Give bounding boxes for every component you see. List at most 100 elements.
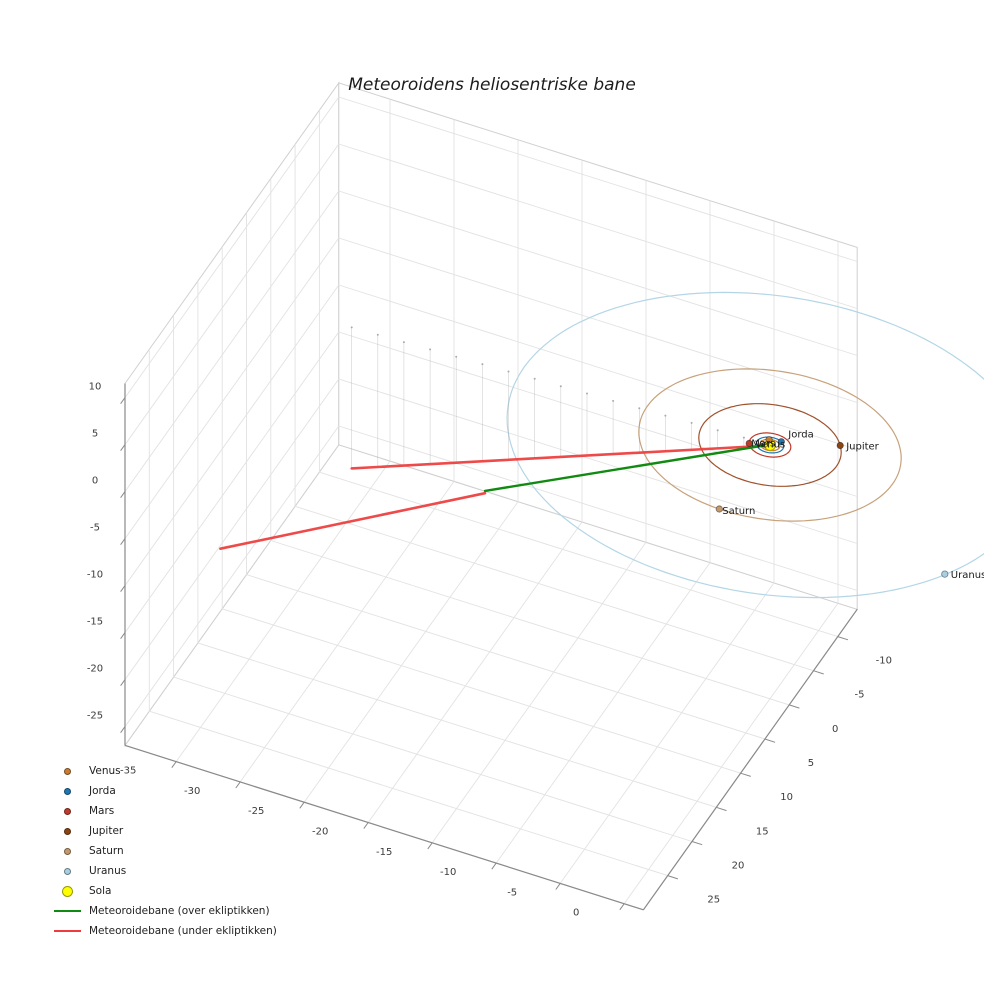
- legend-label: Meteoroidebane (over ekliptikken): [89, 905, 270, 917]
- stem-dot: [716, 429, 719, 432]
- z-tick-mark: [120, 444, 126, 451]
- z-tick-mark: [120, 397, 126, 404]
- orbit-jupiter: [698, 403, 842, 487]
- legend-item-saturn: Saturn: [52, 841, 277, 861]
- z-tick-label: 10: [89, 382, 102, 393]
- planet-label-jupiter: Jupiter: [845, 442, 879, 453]
- stem-dot: [507, 370, 510, 373]
- x-tick-label: -20: [312, 827, 328, 838]
- legend-symbol: [52, 787, 82, 795]
- y-tick-mark: [813, 670, 824, 675]
- legend-label: Uranus: [89, 865, 127, 877]
- legend: Venus Jorda Mars Jupiter Saturn Uranus Sola Met…: [52, 761, 277, 941]
- x-tick-label: -25: [248, 806, 264, 817]
- y-tick-label: 25: [707, 895, 720, 906]
- x-tick-label: 0: [573, 908, 579, 919]
- bodies: [715, 436, 949, 578]
- y-tick-label: -5: [855, 690, 865, 701]
- meteoroid-trajectory: [219, 443, 772, 551]
- planet-label-jorda: Jorda: [787, 430, 813, 441]
- stem-dot: [690, 421, 693, 424]
- legend-item-meteoroidebane-under-ekliptikken: Meteoroidebane (under ekliptikken): [52, 921, 277, 941]
- x-tick-label: -35: [120, 766, 136, 777]
- z-tick-mark: [120, 632, 126, 639]
- x-tick-mark: [555, 883, 561, 890]
- panes: [124, 81, 859, 911]
- stem-dot: [742, 436, 745, 439]
- x-tick-label: -15: [376, 847, 392, 858]
- stem-dot: [664, 414, 667, 417]
- z-tick-label: -15: [87, 617, 103, 628]
- legend-item-meteoroidebane-over-ekliptikken: Meteoroidebane (over ekliptikken): [52, 901, 277, 921]
- z-tick-mark: [120, 585, 126, 592]
- x-tick-mark: [619, 903, 625, 911]
- gridlines: [124, 96, 858, 904]
- legend-symbol: [52, 807, 82, 815]
- chart-title: Meteoroidens heliosentriske bane: [348, 75, 636, 95]
- meteoroid-under-in: [350, 444, 772, 470]
- legend-symbol: [52, 767, 82, 775]
- z-tick-label: -20: [87, 664, 103, 675]
- z-tick-label: 0: [92, 476, 98, 487]
- planet-label-venus: Venus: [755, 440, 785, 451]
- x-tick-label: -30: [184, 786, 200, 797]
- legend-symbol: [52, 867, 82, 875]
- stem-dot: [638, 407, 641, 410]
- stem-dot: [612, 399, 615, 402]
- x-tick-label: -5: [507, 887, 517, 898]
- meteoroid-over: [483, 443, 772, 493]
- x-tick-label: -10: [440, 867, 456, 878]
- planet-marker-jupiter: [836, 441, 844, 450]
- z-tick-label: -10: [87, 570, 103, 581]
- legend-item-mars: Mars: [52, 801, 277, 821]
- x-tick-mark: [171, 761, 177, 768]
- legend-marker-icon: [63, 867, 71, 875]
- legend-label: Venus: [89, 765, 121, 777]
- x-tick-mark: [427, 842, 433, 850]
- y-tick-mark: [716, 806, 727, 812]
- y-tick-label: 5: [808, 758, 814, 769]
- legend-line-icon: [53, 929, 81, 933]
- planet-marker-saturn: [715, 505, 723, 513]
- x-tick-mark: [363, 822, 369, 829]
- y-tick-label: 10: [780, 792, 793, 803]
- meteoroid-under-out: [219, 491, 487, 551]
- ecliptic-projection-stems: [350, 326, 771, 469]
- legend-marker-icon: [63, 807, 71, 815]
- planet-label-mars: Mars: [751, 438, 775, 449]
- legend-symbol: [52, 827, 82, 835]
- y-tick-label: 0: [832, 724, 838, 735]
- planet-label-saturn: Saturn: [722, 506, 755, 517]
- y-tick-mark: [740, 772, 751, 777]
- legend-marker-icon: [63, 827, 71, 835]
- y-tick-mark: [691, 841, 703, 846]
- y-tick-label: -10: [876, 656, 892, 667]
- stem-dot: [376, 333, 379, 336]
- z-tick-mark: [120, 491, 126, 498]
- stem-dot: [402, 341, 405, 344]
- planet-label-uranus: Uranus: [951, 570, 984, 581]
- legend-label: Jorda: [89, 785, 116, 797]
- orbit-saturn: [638, 368, 902, 522]
- y-tick-mark: [837, 636, 849, 641]
- legend-symbol: [52, 929, 82, 933]
- planet-marker-venus: [765, 436, 773, 444]
- planet-marker-mars: [745, 439, 753, 447]
- axis-lines: [120, 383, 858, 911]
- z-tick-mark: [120, 538, 126, 545]
- legend-label: Sola: [89, 885, 112, 897]
- x-axis-line: [124, 744, 644, 911]
- stem-dot: [455, 355, 458, 358]
- legend-item-sola: Sola: [52, 881, 277, 901]
- legend-label: Jupiter: [89, 825, 124, 837]
- stem-dot: [429, 348, 432, 351]
- stem-dot: [559, 385, 562, 388]
- z-tick-label: 5: [92, 429, 98, 440]
- stem-dot: [533, 377, 536, 380]
- y-tick-mark: [667, 875, 679, 880]
- x-tick-mark: [299, 801, 305, 809]
- stem-dot: [586, 392, 588, 395]
- y-tick-label: 15: [756, 826, 769, 837]
